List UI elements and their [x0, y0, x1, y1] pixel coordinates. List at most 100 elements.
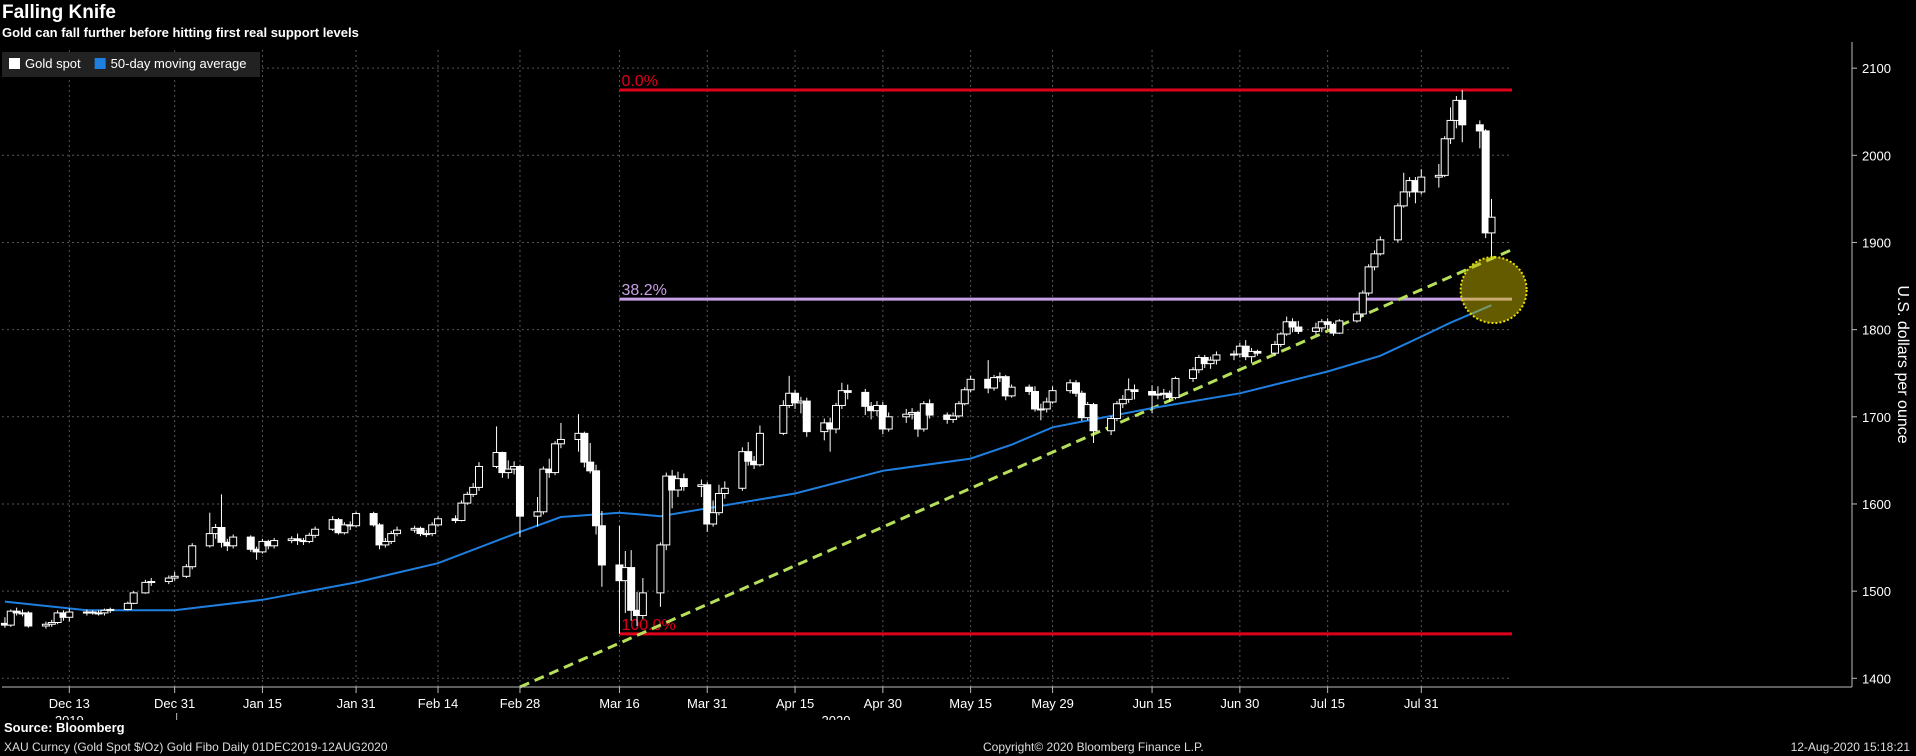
candle-body-up: [949, 415, 958, 420]
candle-body-up: [129, 592, 138, 604]
candle-body-up: [94, 612, 103, 615]
candle-body-up: [738, 451, 747, 489]
x-tick-label: Feb 28: [500, 696, 540, 711]
candle-body-up: [919, 403, 928, 430]
candle-body-up: [551, 443, 560, 474]
candle-body-up: [305, 534, 314, 542]
x-tick-label: Jul 15: [1310, 696, 1345, 711]
fibo-level-label: 38.2%: [621, 282, 666, 299]
candle-body-down: [597, 525, 606, 566]
candle-body-up: [1247, 350, 1256, 358]
candle-body-up: [662, 475, 671, 546]
candle-body-up: [755, 432, 764, 466]
candle-body-down: [802, 400, 811, 433]
x-tick-label: Mar 31: [687, 696, 727, 711]
candle-body-up: [1399, 191, 1408, 207]
x-tick-label: Dec 31: [154, 696, 195, 711]
fibonacci-levels: 0.0% 38.2% 100.0%: [619, 73, 1512, 636]
y-tick-label: 2100: [1862, 61, 1891, 76]
support-highlight: [1459, 256, 1528, 325]
candle-body-up: [1335, 320, 1344, 334]
candle-body-down: [246, 536, 255, 550]
candle-body-up: [434, 518, 443, 526]
candle-body-up: [779, 404, 788, 434]
fibo-level-label: 100.0%: [621, 617, 675, 634]
legend: Gold spot 50-day moving average: [2, 52, 260, 77]
candle-body-up: [457, 502, 466, 522]
candle-body-down: [1148, 391, 1157, 396]
candle-body-up: [832, 404, 841, 430]
candle-body-up: [123, 602, 132, 610]
candle-body-down: [24, 612, 33, 627]
x-tick-label: May 29: [1031, 696, 1074, 711]
candle-body-up: [1212, 354, 1221, 361]
candle-body-up: [1282, 321, 1291, 335]
candle-body-down: [1475, 124, 1484, 132]
x-tick-label: Apr 15: [776, 696, 814, 711]
candle-body-up: [422, 533, 431, 536]
candlestick-chart: Gold spot 50-day moving average 0.0% 38.2%…: [0, 42, 1911, 720]
candle-body-up: [504, 468, 513, 474]
candle-body-up: [1352, 313, 1361, 322]
candle-body-up: [960, 389, 969, 405]
x-tick-label: Jan 15: [243, 696, 282, 711]
candle-body-down: [925, 403, 934, 416]
candle-body-down: [375, 524, 384, 546]
y-axis-label: U.S. dollars per ounce: [1894, 285, 1911, 443]
y-tick-label: 1900: [1862, 235, 1891, 250]
candle-body-down: [217, 526, 226, 543]
candle-body-up: [47, 622, 56, 625]
x-tick-label: Dec 13: [49, 696, 90, 711]
moving-average-line: [4, 304, 1492, 612]
candle-body-up: [1007, 386, 1016, 397]
source-label: Source: Bloomberg: [4, 720, 125, 735]
candle-body-up: [100, 609, 109, 614]
candle-body-down: [1001, 376, 1010, 397]
legend-swatch: [94, 58, 106, 69]
copyright-notice: Copyright© 2020 Bloomberg Finance L.P.: [983, 740, 1204, 754]
candle-body-down: [580, 432, 589, 463]
candle-body-down: [515, 465, 524, 517]
candle-body-down: [703, 484, 712, 525]
candle-body-up: [533, 511, 542, 517]
candle-body-up: [205, 533, 214, 547]
candle-body-up: [188, 545, 197, 568]
candle-body-up: [1364, 266, 1373, 294]
candle-body-up: [352, 513, 361, 527]
candle-body-down: [1288, 321, 1297, 328]
candle-body-down: [1458, 99, 1467, 126]
candle-body-up: [1206, 359, 1215, 365]
candle-body-up: [65, 611, 74, 618]
candle-body-down: [843, 390, 852, 393]
y-tick-label: 1600: [1862, 497, 1891, 512]
y-tick-label: 1700: [1862, 410, 1891, 425]
candle-body-up: [556, 438, 565, 445]
candle-body-up: [170, 575, 179, 579]
x-tick-label: Jan 31: [337, 696, 376, 711]
trendline: [519, 248, 1513, 689]
timestamp: 12-Aug-2020 15:18:21: [1790, 740, 1910, 754]
candle-body-down: [791, 392, 800, 404]
candle-body-down: [679, 478, 688, 488]
candle-body-up: [469, 486, 478, 495]
candle-body-up: [6, 610, 15, 626]
x-tick-label: Jun 30: [1220, 696, 1259, 711]
moving-average-series: [4, 304, 1492, 612]
legend-box: [2, 52, 260, 77]
candle-body-up: [1393, 205, 1402, 241]
candle-body-up: [1189, 369, 1198, 379]
candle-body-up: [1487, 216, 1496, 234]
candle-body-up: [258, 540, 267, 553]
candle-body-up: [539, 468, 548, 513]
candle-body-up: [1118, 398, 1127, 405]
x-tick-label: Apr 30: [864, 696, 902, 711]
gridlines: [2, 50, 1512, 687]
candle-body-up: [147, 581, 156, 584]
candle-body-down: [592, 470, 601, 527]
candle-body-up: [393, 529, 402, 535]
legend-label: Gold spot: [25, 56, 81, 71]
candle-body-down: [744, 451, 753, 462]
candle-body-up: [1370, 253, 1379, 268]
x-axis: Dec 13 Dec 31 Jan 15 Jan 31 Feb 14 Feb 28 Mar …: [2, 686, 1852, 720]
candle-body-down: [1294, 326, 1303, 332]
